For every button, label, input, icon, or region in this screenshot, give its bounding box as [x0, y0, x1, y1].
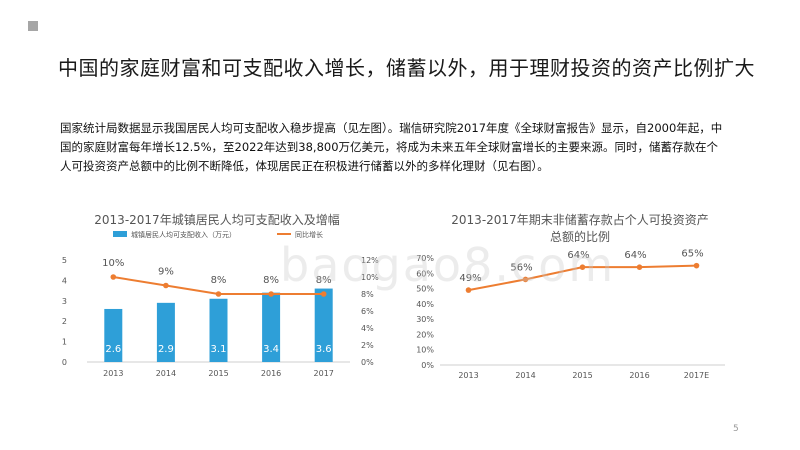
legend-label-income: 城镇居民人均可支配收入（万元） [131, 230, 236, 239]
x-axis-tick: 2014 [515, 371, 535, 380]
body-paragraph: 国家统计局数据显示我国居民人均可支配收入稳步提高（见左图）。瑞信研究院2017年… [60, 121, 723, 173]
ratio-value-label: 65% [681, 249, 703, 260]
y-axis-tick: 10% [416, 346, 434, 355]
x-axis-tick: 2015 [572, 371, 592, 380]
ratio-point [579, 264, 586, 270]
y2-axis-tick: 12% [361, 256, 379, 265]
y-axis-tick: 1 [62, 338, 67, 347]
legend-label-growth: 同比增长 [295, 230, 323, 239]
x-axis-tick: 2017E [684, 371, 709, 380]
income-bar-value-label: 2.9 [158, 344, 174, 355]
y2-axis-tick: 10% [361, 273, 379, 282]
growth-value-label: 8% [316, 275, 332, 286]
growth-value-label: 9% [158, 267, 174, 278]
y2-axis-tick: 2% [361, 341, 374, 350]
ratio-value-label: 56% [510, 262, 532, 273]
y-axis-tick: 3 [62, 297, 67, 306]
growth-value-label: 10% [102, 258, 124, 269]
y-axis-tick: 50% [416, 285, 434, 294]
income-bar [104, 308, 123, 362]
x-axis-tick: 2017 [314, 369, 334, 378]
income-bar [209, 298, 228, 362]
growth-point [110, 274, 117, 280]
ratio-value-label: 49% [459, 273, 481, 284]
ratio-point [465, 287, 472, 293]
x-axis-tick: 2016 [629, 371, 649, 380]
y-axis-tick: 0% [421, 361, 434, 370]
x-axis-tick: 2016 [261, 369, 281, 378]
growth-point [163, 282, 169, 289]
x-axis-tick: 2013 [458, 371, 478, 380]
y-axis-tick: 40% [416, 300, 434, 309]
income-bar-value-label: 3.6 [316, 344, 332, 355]
income-bar [262, 292, 281, 362]
growth-value-label: 8% [211, 275, 227, 286]
income-bar-value-label: 3.1 [211, 344, 227, 355]
slide-title: 中国的家庭财富和可支配收入增长，储蓄以外，用于理财投资的资产比例扩大 [58, 56, 755, 80]
y-axis-tick: 60% [416, 269, 434, 278]
x-axis-tick: 2013 [103, 369, 123, 378]
chart-title: 2013-2017年城镇居民人均可支配收入及增幅 [94, 212, 339, 227]
y-axis-tick: 5 [62, 256, 67, 265]
page-number: 5 [733, 424, 739, 434]
y-axis-tick: 20% [416, 330, 434, 339]
ratio-point [693, 262, 700, 269]
watermark: baogao8.com [280, 238, 616, 292]
ratio-point [522, 276, 529, 283]
x-axis-tick: 2014 [156, 369, 176, 378]
ratio-value-label: 64% [624, 250, 646, 261]
chart-title-line-1: 2013-2017年期末非储蓄存款占个人可投资资产 [451, 212, 708, 227]
y-axis-tick: 70% [416, 254, 434, 263]
growth-value-label: 8% [263, 275, 279, 286]
growth-point [320, 291, 327, 297]
y-axis-tick: 2 [62, 317, 67, 326]
y2-axis-tick: 8% [361, 290, 374, 299]
ratio-point [636, 264, 643, 270]
y2-axis-tick: 6% [361, 307, 374, 316]
x-axis-tick: 2015 [208, 369, 228, 378]
y2-axis-tick: 0% [361, 358, 374, 367]
income-bar-value-label: 3.4 [263, 344, 279, 355]
y2-axis-tick: 4% [361, 324, 374, 333]
income-bar-value-label: 2.6 [105, 344, 121, 355]
chart-title-line-2: 总额的比例 [550, 229, 610, 244]
corner-square-mark [28, 21, 38, 31]
ratio-value-label: 64% [567, 250, 589, 261]
growth-point [268, 291, 274, 297]
legend-swatch-income [113, 231, 127, 237]
y-axis-tick: 4 [62, 276, 67, 285]
growth-point [215, 291, 222, 297]
y-axis-tick: 30% [416, 315, 434, 324]
income-bar [314, 288, 333, 362]
y-axis-tick: 0 [62, 358, 67, 367]
income-bar [156, 302, 175, 362]
